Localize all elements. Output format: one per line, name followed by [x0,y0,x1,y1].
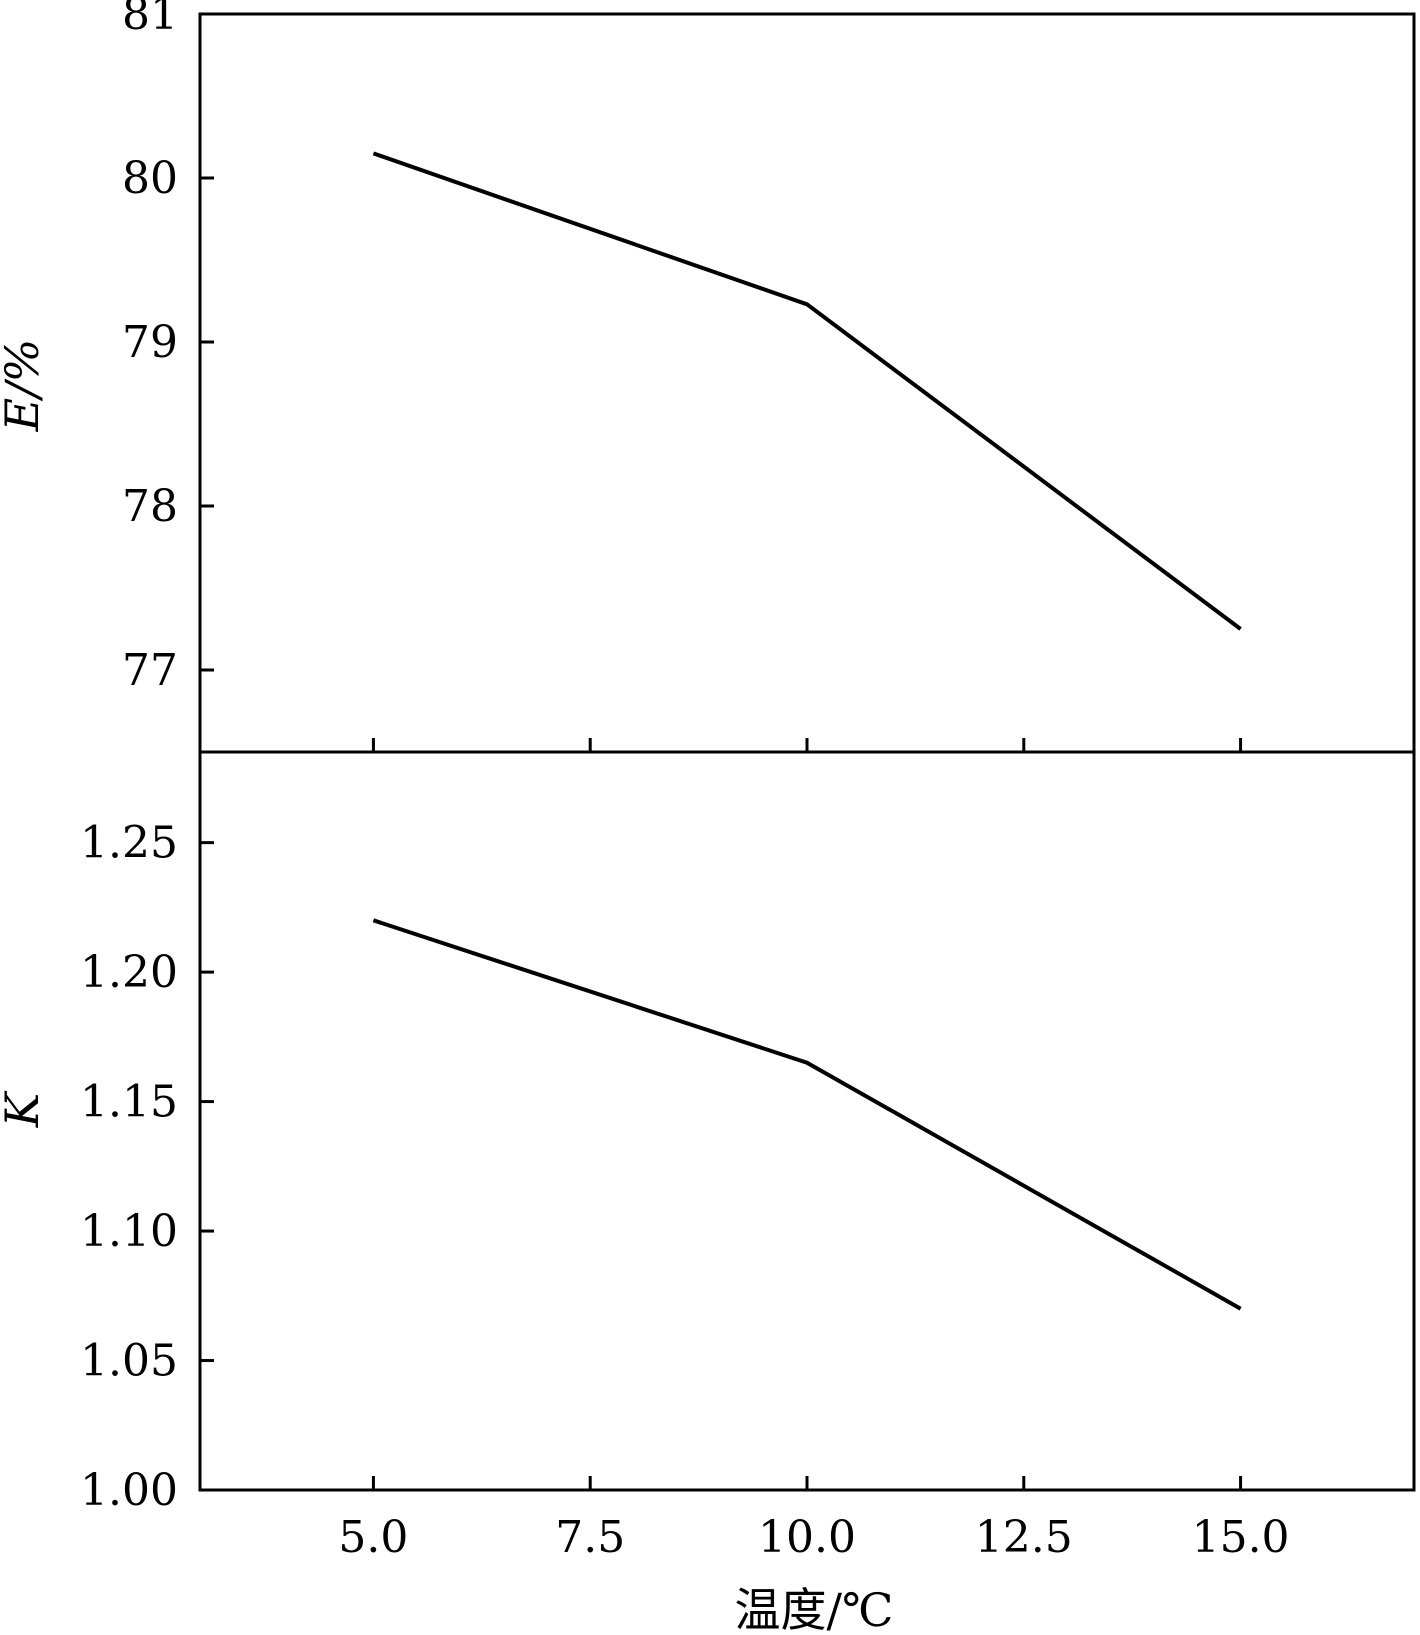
y-tick-label: 78 [122,481,178,532]
x-tick-label: 5.0 [338,1512,408,1563]
plot-frame [198,750,1416,1492]
x-tick-label: 15.0 [1192,1512,1290,1563]
y-tick-label: 79 [122,317,178,368]
x-axis-title: 温度/℃ [735,1583,894,1635]
series-line [372,918,1242,1311]
y-tick-label: 1.00 [80,1465,178,1516]
chart-panel-e-percent: 77 78 79 80 81 [122,0,1416,754]
series-line [372,151,1242,631]
y-tick-label: 80 [122,153,178,204]
x-tick-label: 12.5 [975,1512,1073,1563]
y-tick-label: 1.20 [80,947,178,998]
x-tick-label: 7.5 [555,1512,625,1563]
y-tick-label: 77 [122,645,178,696]
plot-frame [198,12,1416,754]
x-tick-label: 10.0 [758,1512,856,1563]
chart-panel-k: 1.00 1.05 1.10 1.15 1.20 1.25 5.0 7.5 10.0 12.5 15… [80,750,1416,1563]
y-tick-label: 1.10 [80,1206,178,1257]
y-tick-label: 1.15 [80,1077,178,1128]
y-axis-title-e: E/% [0,339,49,433]
y-tick-label: 81 [122,0,178,40]
y-axis-title-k: K [0,1090,49,1128]
y-tick-label: 1.25 [80,818,178,869]
y-tick-label: 1.05 [80,1336,178,1387]
